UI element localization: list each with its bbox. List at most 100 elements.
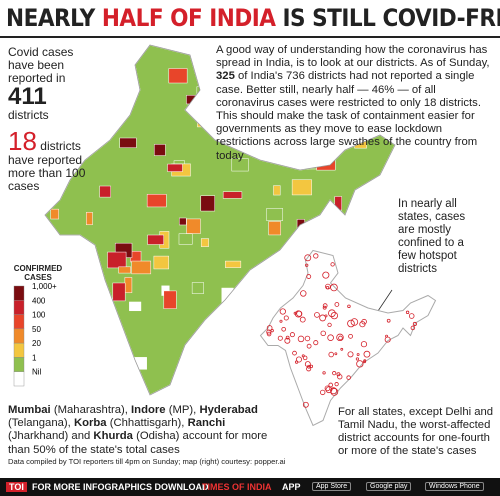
stats-unit: districts: [8, 108, 49, 122]
district-patch: [106, 341, 127, 355]
windows-phone-badge[interactable]: Windows Phone: [425, 482, 484, 491]
hotspot-dot: [289, 332, 295, 338]
hotspot-dot: [300, 290, 307, 297]
source-note: Data compiled by TOI reporters till 4pm …: [8, 457, 286, 466]
district-patch: [163, 290, 177, 309]
legend-swatch: [13, 285, 25, 301]
district-patch: [273, 185, 281, 196]
text-run: (Jharkhand) and: [8, 430, 94, 443]
text-run: Khurda: [93, 430, 133, 443]
hotspot-dot: [327, 322, 332, 328]
district-patch: [222, 312, 240, 320]
hotspot-dot: [334, 302, 340, 307]
legend-label: 1: [32, 353, 37, 362]
hotspot-dot: [330, 262, 335, 267]
app-store-badge[interactable]: App Store: [312, 482, 352, 491]
legend-label: 1,000+: [32, 282, 57, 291]
legend-scale: 1,000+ 400 100 50 20 1 Nil: [13, 282, 57, 387]
hotspot-dot: [319, 314, 327, 322]
text-run: 325: [216, 70, 235, 83]
district-patch: [222, 191, 243, 199]
hotspot-dot: [356, 353, 360, 356]
text-run: HALF OF INDIA: [101, 4, 276, 32]
legend-label: 50: [32, 325, 41, 334]
district-patch: [48, 247, 64, 265]
hotspot-dot: [304, 361, 311, 368]
text-run: (Chhattisgarh),: [106, 417, 188, 430]
callout-top: In nearly all states, cases are mostly c…: [398, 198, 466, 275]
hotspot-dot: [309, 364, 314, 368]
hotspot-dot: [279, 308, 286, 315]
hotspot-dot: [284, 337, 291, 344]
district-patch: [381, 383, 389, 394]
district-patch: [86, 287, 94, 305]
district-patch: [154, 144, 166, 156]
legend-title: CONFIRMED CASES: [13, 264, 63, 282]
hotspot-dot: [340, 347, 344, 351]
hotspot-dot: [328, 309, 336, 318]
hotspot-dot: [322, 305, 327, 310]
district-patch: [232, 319, 251, 334]
hotspot-dot: [332, 371, 337, 376]
district-patch: [101, 67, 117, 82]
hotspot-dot: [299, 316, 306, 323]
district-patch: [191, 282, 204, 294]
hotspot-dot: [320, 389, 326, 396]
district-patch: [378, 352, 389, 362]
district-patch: [99, 185, 111, 198]
district-patch: [266, 208, 284, 221]
footer-logo: TOI: [6, 482, 27, 492]
district-patch: [153, 255, 170, 270]
district-patch: [388, 243, 395, 253]
hotspot-dot: [347, 319, 355, 328]
district-patch: [124, 277, 133, 293]
intro-paragraph: A good way of understanding how the coro…: [216, 44, 496, 163]
hotspot-dot: [266, 329, 272, 335]
hotspot-dot: [295, 356, 303, 363]
district-patch: [50, 208, 59, 220]
district-patch: [200, 238, 209, 247]
hotspot-dot: [347, 351, 354, 358]
legend-swatch: [13, 371, 25, 387]
hotspot-dot: [408, 313, 415, 319]
hotspot-dot: [363, 360, 366, 364]
hotspot-dot: [306, 274, 312, 279]
district-patch: [185, 359, 197, 374]
district-patch: [221, 287, 234, 303]
hotspot-dot: [304, 254, 312, 262]
hotspot-dot: [336, 372, 341, 377]
district-patch: [295, 232, 315, 246]
district-patch: [168, 68, 188, 84]
hotspot-map: [260, 250, 436, 426]
hotspot-dot: [277, 335, 283, 341]
district-patch: [283, 267, 303, 286]
district-patch: [268, 221, 281, 236]
district-patch: [118, 266, 132, 274]
district-patch: [386, 295, 395, 305]
hotspot-dot: [348, 333, 353, 339]
hotspot-dot: [363, 350, 371, 358]
hotspot-dot: [283, 315, 289, 321]
district-patch: [186, 218, 201, 234]
hotspot-dot: [386, 318, 391, 323]
hotspot-dot: [294, 310, 303, 318]
text-run: (Odisha) account for more than 50% of th…: [8, 430, 268, 456]
hotspot-dot: [346, 375, 351, 380]
hotspot-dot: [313, 340, 319, 346]
hotspot-dot: [405, 310, 410, 315]
hotspot-dot: [324, 385, 331, 392]
hotspot-dot: [334, 382, 339, 387]
google-play-badge[interactable]: Google play: [366, 482, 412, 491]
hotspot-dot: [322, 371, 326, 375]
hotspot-dot: [385, 334, 389, 338]
district-patch: [112, 282, 126, 302]
hotspot-dot: [305, 263, 309, 267]
footer-app: APP: [282, 482, 301, 492]
district-patch: [130, 357, 147, 370]
text-run: (MP),: [165, 404, 200, 416]
district-patch: [204, 350, 220, 364]
hotspot-dot: [325, 283, 331, 290]
footer-brand: TIMES OF INDIA: [202, 482, 272, 492]
